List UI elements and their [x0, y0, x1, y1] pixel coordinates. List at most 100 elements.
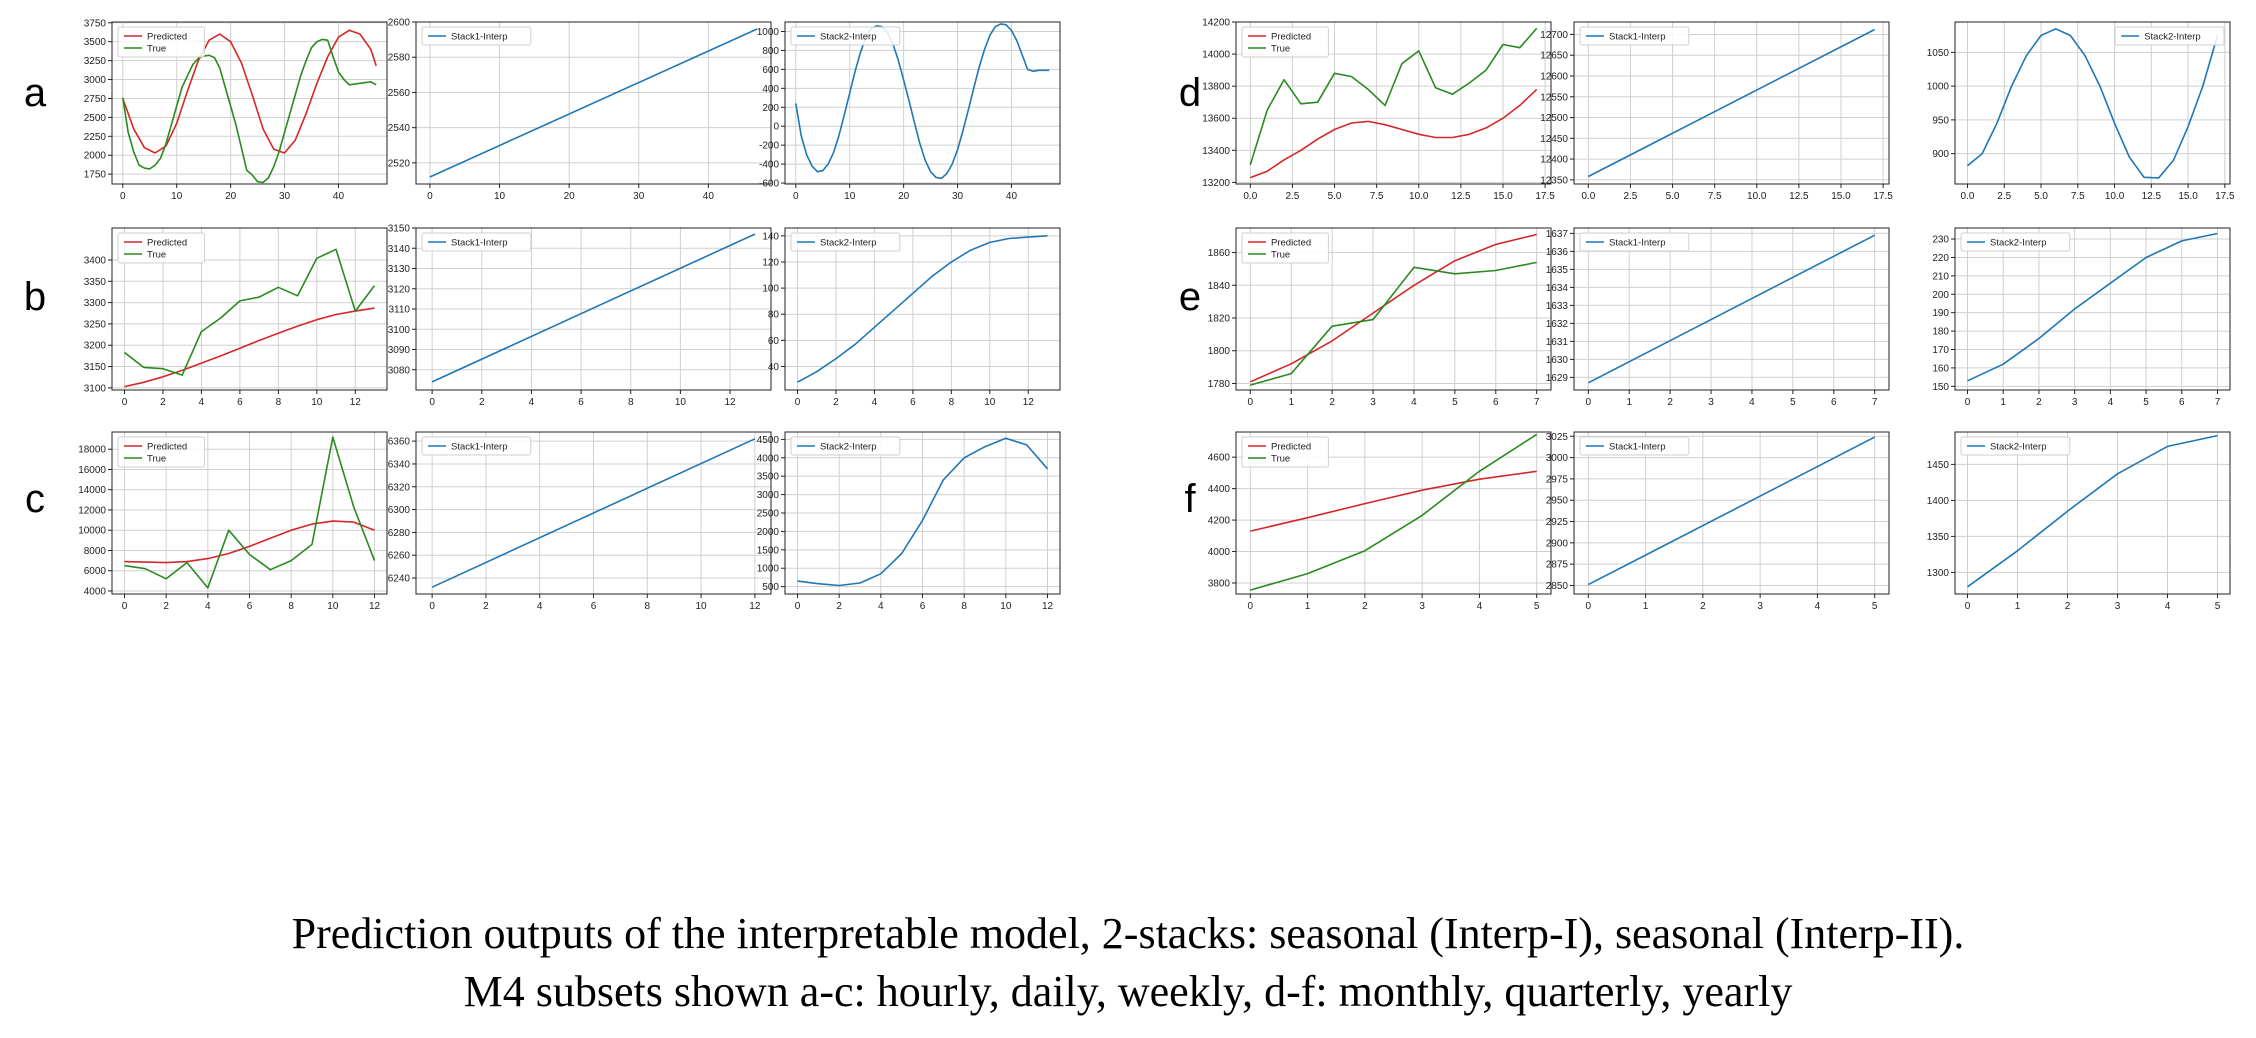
y-tick-label: 3350 [84, 277, 107, 288]
legend-box [117, 436, 205, 468]
x-tick-label: 20 [225, 191, 237, 202]
y-tick-label: -400 [759, 160, 779, 171]
x-tick-label: 10.0 [1747, 191, 1767, 202]
y-tick-label: 2975 [1546, 474, 1569, 485]
y-tick-label: 100 [762, 284, 779, 295]
y-tick-label: 4000 [84, 586, 107, 597]
chart-panel-f-2: 0 1 2 3 4 5 2850 2875 2900 2925 2950 2975 3000 3025 St… [1546, 431, 1890, 612]
y-tick-label: 3000 [84, 75, 107, 86]
legend: Stack2-Interp [1960, 232, 2071, 252]
chart-panel-a-2: 0 10 20 30 40 2520 2540 2560 2580 2600 Stack1-Inte… [388, 18, 772, 202]
y-tick-label: 1000 [757, 564, 780, 575]
legend-entry: Stack2-Interp [820, 32, 877, 43]
y-tick-label: 230 [1932, 235, 1949, 246]
chart-panel-a-3: 0 10 20 30 40 -600 -400 -200 0 200 400 600 800 1000 St… [757, 21, 1061, 202]
y-tick-label: 3500 [757, 472, 780, 483]
y-tick-label: 150 [1932, 382, 1949, 393]
x-tick-label: 10 [311, 397, 323, 408]
axes-frame [1954, 227, 2231, 391]
x-tick-label: 10 [984, 397, 996, 408]
axes-frame [111, 21, 388, 185]
y-tick-label: 2580 [388, 53, 411, 64]
legend-entry: Stack2-Interp [1990, 238, 2047, 249]
y-tick-label: 4400 [1208, 484, 1231, 495]
axes-frame [784, 21, 1061, 185]
x-tick-label: 30 [279, 191, 291, 202]
y-tick-label: 3150 [84, 362, 107, 373]
series-line-predicted [1249, 233, 1537, 383]
legend-entry: Stack1-Interp [451, 442, 508, 453]
y-tick-label: 200 [762, 103, 779, 114]
y-tick-label: 900 [1932, 149, 1949, 160]
x-tick-label: 6 [237, 397, 243, 408]
y-tick-label: 12450 [1540, 134, 1568, 145]
series-group [1587, 28, 1876, 178]
x-tick-label: 0 [1965, 397, 1971, 408]
y-tick-label: 40 [768, 362, 780, 373]
y-tick-label: 3300 [84, 298, 107, 309]
chart-panel-c-1: 0 2 4 6 8 10 12 4000 6000 8000 10000 12000 14000 1600… [78, 431, 388, 612]
y-tick-label: 3500 [84, 37, 107, 48]
y-tick-label: 3100 [84, 383, 107, 394]
y-tick-label: 950 [1932, 115, 1949, 126]
x-tick-label: 12.5 [1789, 191, 1809, 202]
chart-panel-c-3: 0 2 4 6 8 10 12 500 1000 1500 2000 2500 3000 3500 4000… [757, 431, 1061, 612]
x-tick-label: 1 [1288, 397, 1294, 408]
y-tick-label: 1350 [1927, 532, 1950, 543]
y-tick-label: 1860 [1208, 248, 1231, 259]
row-label-a: a [24, 71, 47, 115]
y-tick-label: 6300 [388, 505, 411, 516]
y-tick-label: 13600 [1202, 114, 1230, 125]
y-tick-label: 6280 [388, 528, 411, 539]
x-tick-label: 5 [1452, 397, 1458, 408]
y-tick-label: 1780 [1208, 379, 1231, 390]
y-tick-label: 6320 [388, 482, 411, 493]
legend-entry: Stack2-Interp [1990, 442, 2047, 453]
y-tick-label: 1635 [1546, 265, 1569, 276]
x-tick-label: 2 [1329, 397, 1335, 408]
x-tick-label: 5.0 [1328, 191, 1342, 202]
series-line-predicted [1250, 88, 1538, 179]
y-tick-label: 1500 [757, 545, 780, 556]
axes-frame [1235, 227, 1552, 391]
x-tick-label: 3 [2115, 601, 2121, 612]
series-group [1587, 436, 1876, 586]
y-tick-label: 12500 [1540, 113, 1568, 124]
y-tick-label: 14000 [1202, 50, 1230, 61]
x-tick-label: 2 [1667, 397, 1673, 408]
y-tick-label: 1400 [1927, 496, 1950, 507]
series-group [1966, 27, 2219, 179]
y-tick-label: 3200 [84, 341, 107, 352]
y-tick-label: 12350 [1540, 175, 1568, 186]
series-line-true [124, 248, 376, 376]
figure-caption-line-1: Prediction outputs of the interpretable … [291, 909, 1965, 958]
y-tick-label: 800 [762, 46, 779, 57]
x-tick-label: 4 [2108, 397, 2114, 408]
chart-panel-d-2: 0.0 2.5 5.0 7.5 10.0 12.5 15.0 17.5 12350 12400 12… [1540, 21, 1893, 202]
y-tick-label: 13400 [1202, 146, 1230, 157]
y-tick-label: 220 [1932, 253, 1949, 264]
x-tick-label: 5.0 [1666, 191, 1680, 202]
y-tick-label: 2875 [1546, 560, 1569, 571]
legend-entry: Stack2-Interp [820, 442, 877, 453]
y-tick-label: 12600 [1540, 72, 1568, 83]
legend-entry: True [147, 454, 166, 465]
legend-entry: Predicted [147, 32, 187, 43]
legend-entry: Stack1-Interp [1609, 32, 1666, 43]
y-tick-label: 3150 [388, 224, 411, 235]
legend-box [1579, 436, 1690, 456]
y-tick-label: 1820 [1208, 314, 1231, 325]
x-tick-label: 0 [795, 601, 801, 612]
y-tick-label: 2600 [388, 18, 411, 29]
x-tick-label: 12 [369, 601, 381, 612]
x-tick-label: 10.0 [1409, 191, 1429, 202]
x-tick-label: 6 [578, 397, 584, 408]
y-tick-label: 1840 [1208, 281, 1231, 292]
series-group [122, 29, 377, 184]
x-tick-label: 4 [2165, 601, 2171, 612]
x-tick-label: 8 [645, 601, 651, 612]
y-tick-label: 3400 [84, 255, 107, 266]
x-tick-label: 0 [795, 397, 801, 408]
chart-panel-c-2: 0 2 4 6 8 10 12 6240 6260 6280 6300 6320 6340 6360 Sta… [388, 431, 772, 612]
